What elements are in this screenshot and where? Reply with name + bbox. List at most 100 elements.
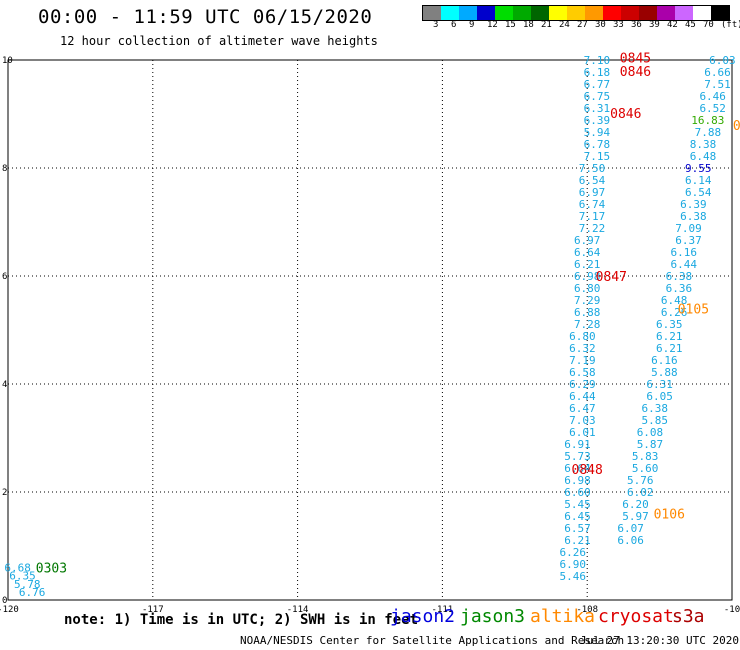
wave-height-label: 6.91 bbox=[564, 438, 591, 451]
scale-label: 15 bbox=[505, 20, 516, 30]
wave-height-label: 6.26 bbox=[559, 546, 586, 559]
wave-height-label: 6.78 bbox=[584, 138, 611, 151]
pass-time-label: 0845 bbox=[620, 51, 651, 66]
wave-height-label: 6.64 bbox=[564, 462, 591, 475]
scale-swatch bbox=[567, 6, 585, 20]
wave-height-label: 6.64 bbox=[574, 246, 601, 259]
pass-time-label: 0106 bbox=[654, 508, 685, 523]
wave-height-label: 6.21 bbox=[564, 534, 591, 547]
scale-swatch bbox=[513, 6, 531, 20]
pass-time-label: 0 bbox=[733, 119, 740, 134]
wave-height-label: 6.26 bbox=[661, 306, 688, 319]
footer-note: note: 1) Time is in UTC; 2) SWH is in fe… bbox=[64, 612, 419, 628]
wave-height-label: 6.05 bbox=[646, 390, 673, 403]
scale-swatch bbox=[657, 6, 675, 20]
wave-height-label: 6.38 bbox=[666, 270, 693, 283]
wave-height-label: 6.97 bbox=[579, 186, 606, 199]
wave-height-label: 16.83 bbox=[691, 114, 724, 127]
wave-height-label: 7.51 bbox=[704, 78, 731, 91]
wave-height-label: 6.44 bbox=[670, 258, 697, 271]
x-tick-label: -117 bbox=[142, 605, 164, 615]
satellite-legend-item: altika bbox=[530, 606, 596, 627]
x-tick-label: -120 bbox=[0, 605, 19, 615]
wave-height-label: 8.38 bbox=[690, 138, 717, 151]
wave-height-label: 6.21 bbox=[656, 342, 683, 355]
wave-height-label: 5.94 bbox=[584, 126, 611, 139]
satellite-legend-item: s3a bbox=[672, 606, 705, 627]
scale-swatch bbox=[711, 6, 729, 20]
wave-height-label: 6.36 bbox=[666, 282, 693, 295]
scale-label: 12 bbox=[487, 20, 498, 30]
wave-height-label: 7.03 bbox=[569, 414, 596, 427]
scale-label: 9 bbox=[469, 20, 475, 30]
wave-height-label: 6.06 bbox=[617, 534, 644, 547]
scale-swatch bbox=[549, 6, 567, 20]
wave-height-label: 6.35 bbox=[9, 570, 36, 583]
wave-height-label: 6.21 bbox=[574, 258, 601, 271]
y-tick-label: 8 bbox=[2, 164, 7, 174]
scale-label: 6 bbox=[451, 20, 457, 30]
y-tick-label: 10 bbox=[2, 56, 13, 66]
y-tick-label: 6 bbox=[2, 272, 7, 282]
wave-height-label: 5.85 bbox=[642, 414, 669, 427]
scale-label: 24 bbox=[559, 20, 570, 30]
wave-height-label: 9.55 bbox=[685, 162, 712, 175]
wave-height-label: 6.52 bbox=[699, 102, 726, 115]
generated-timestamp: Jul 27 13:20:30 UTC 2020 bbox=[580, 634, 739, 647]
y-tick-label: 4 bbox=[2, 380, 7, 390]
x-tick-label: -10 bbox=[724, 605, 740, 615]
scale-swatch bbox=[585, 6, 603, 20]
wave-height-label: 6.07 bbox=[617, 522, 644, 535]
wave-height-label: 7.19 bbox=[569, 354, 596, 367]
satellite-legend-item: cryosat bbox=[598, 606, 674, 627]
pass-time-label: 0848 bbox=[572, 463, 603, 478]
wave-height-label: 7.17 bbox=[579, 210, 606, 223]
scale-swatch bbox=[495, 6, 513, 20]
wave-height-label: 5.60 bbox=[632, 462, 659, 475]
page-title: 00:00 - 11:59 UTC 06/15/2020 bbox=[38, 6, 373, 28]
wave-height-label: 7.09 bbox=[675, 222, 702, 235]
wave-height-label: 6.60 bbox=[564, 486, 591, 499]
x-tick-label: -114 bbox=[287, 605, 309, 615]
scale-label: 30 bbox=[595, 20, 606, 30]
wave-height-label: 6.21 bbox=[656, 330, 683, 343]
wave-height-label: 6.38 bbox=[642, 402, 669, 415]
wave-height-label: 6.01 bbox=[569, 426, 596, 439]
pass-time-label: 0846 bbox=[620, 65, 651, 80]
scale-label: 18 bbox=[523, 20, 534, 30]
scale-label: (ft) bbox=[721, 20, 740, 30]
wave-height-label: 5.45 bbox=[564, 498, 591, 511]
wave-height-label: 6.16 bbox=[651, 354, 678, 367]
scale-label: 33 bbox=[613, 20, 624, 30]
scale-label: 70 bbox=[703, 20, 714, 30]
satellite-legend-item: jason3 bbox=[460, 606, 526, 627]
pass-time-label: 0847 bbox=[596, 270, 627, 285]
wave-height-label: 6.16 bbox=[670, 246, 697, 259]
wave-height-label: 6.32 bbox=[569, 342, 596, 355]
wave-height-label: 7.10 bbox=[584, 54, 611, 67]
scale-swatch bbox=[477, 6, 495, 20]
wave-height-label: 6.54 bbox=[579, 174, 606, 187]
wave-height-label: 6.39 bbox=[584, 114, 611, 127]
wave-height-label: 6.29 bbox=[569, 378, 596, 391]
wave-height-label: 5.73 bbox=[564, 450, 591, 463]
wave-height-label: 7.22 bbox=[579, 222, 606, 235]
wave-height-label: 5.83 bbox=[632, 450, 659, 463]
wave-height-label: 6.48 bbox=[690, 150, 717, 163]
plot-frame bbox=[7, 59, 733, 601]
scale-label: 27 bbox=[577, 20, 588, 30]
wave-height-label: 6.54 bbox=[685, 186, 712, 199]
color-scale-bar bbox=[422, 5, 730, 21]
wave-height-label: 5.76 bbox=[627, 474, 654, 487]
wave-height-label: 6.37 bbox=[675, 234, 702, 247]
scale-swatch bbox=[693, 6, 711, 20]
scale-swatch bbox=[531, 6, 549, 20]
wave-height-label: 6.98 bbox=[564, 474, 591, 487]
wave-height-label: 7.88 bbox=[695, 126, 722, 139]
wave-height-label: 6.46 bbox=[699, 90, 726, 103]
wave-height-label: 6.80 bbox=[569, 330, 596, 343]
wave-height-label: 6.35 bbox=[656, 318, 683, 331]
wave-height-label: 6.02 bbox=[627, 486, 654, 499]
wave-height-label: 6.03 bbox=[709, 54, 736, 67]
